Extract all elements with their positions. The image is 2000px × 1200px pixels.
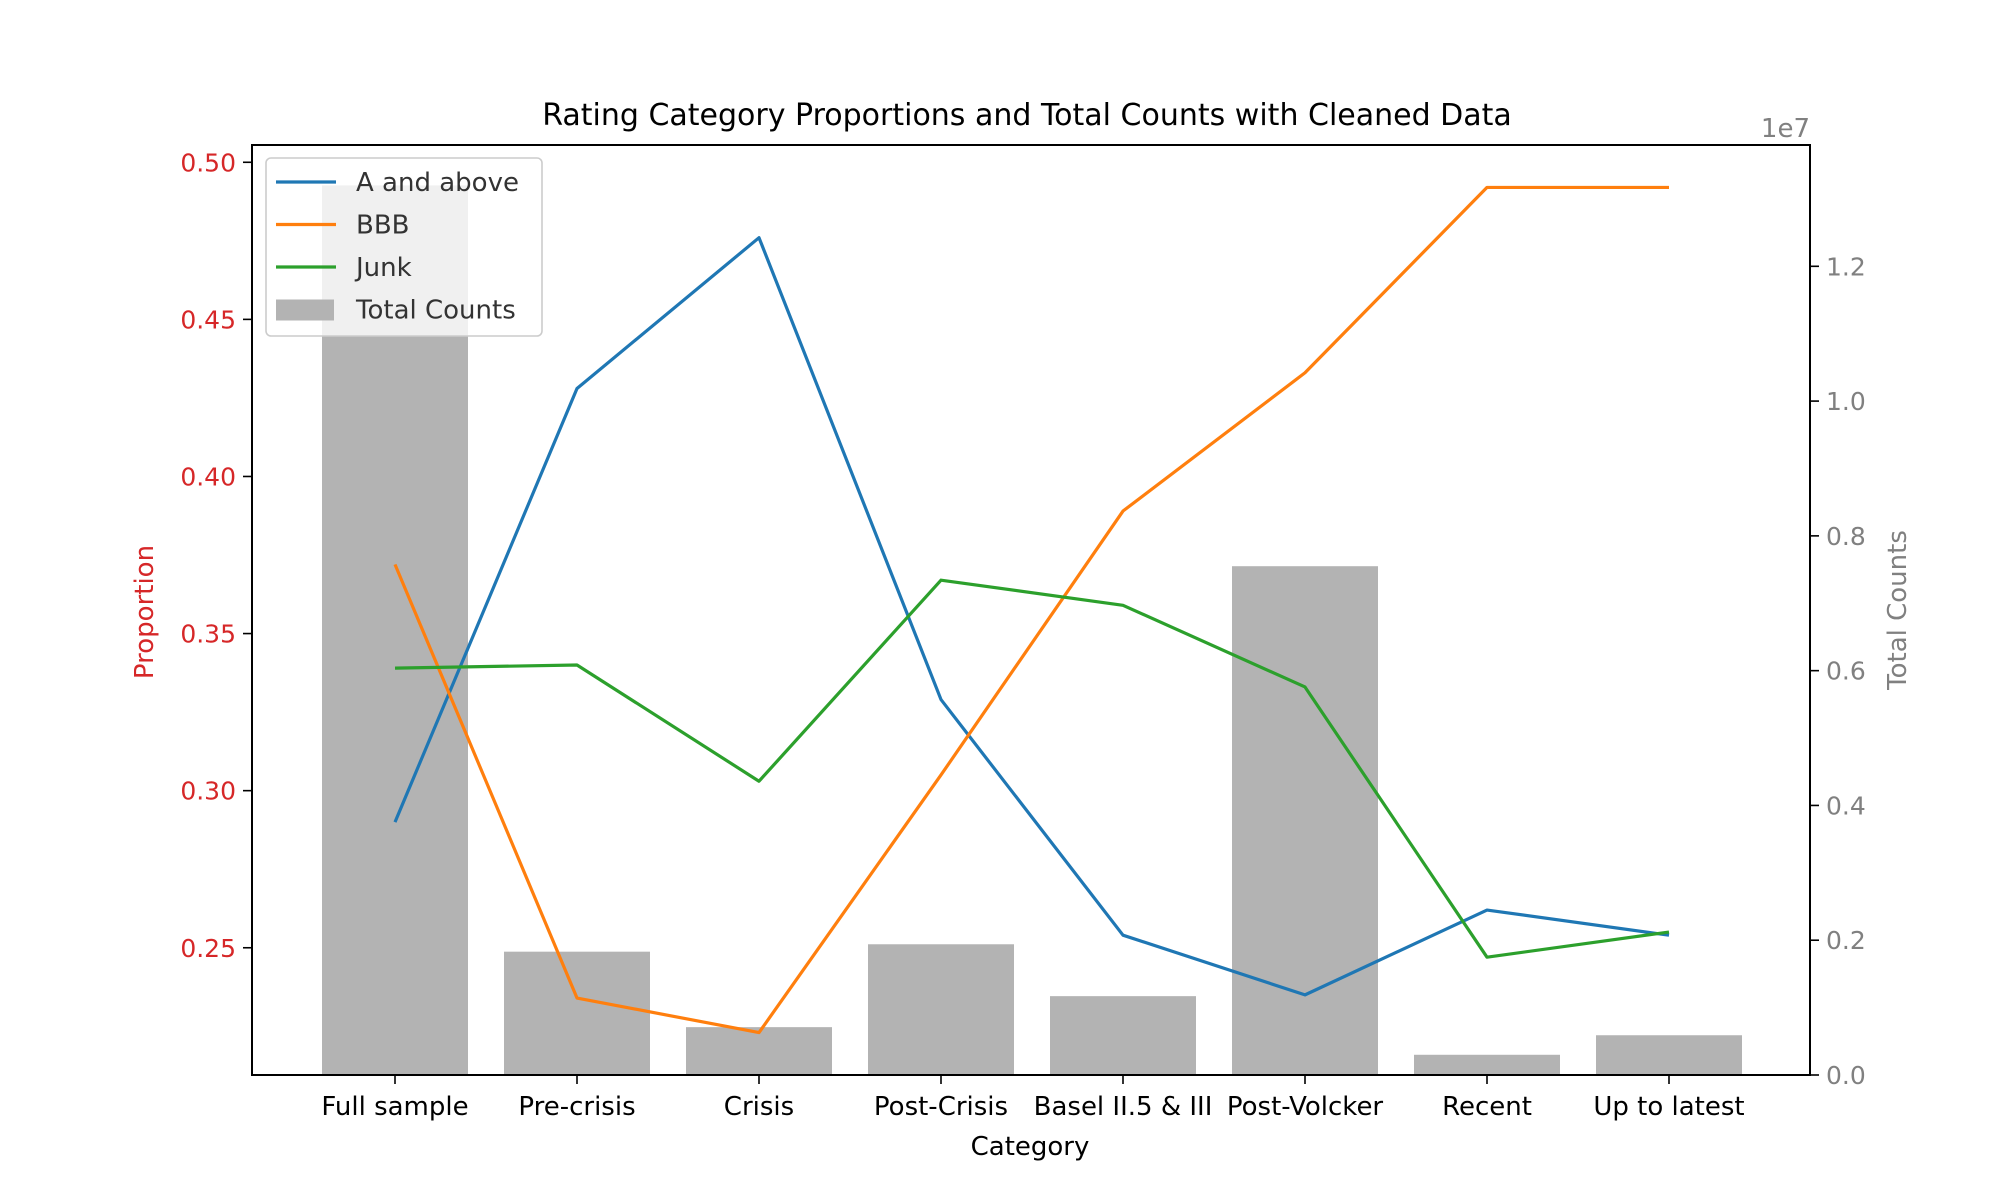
right-axis-multiplier: 1e7 — [1761, 114, 1810, 144]
bar-7 — [1596, 1035, 1742, 1075]
right-tick-label-1: 0.2 — [1826, 926, 1866, 955]
right-axis: 0.0 0.2 0.4 0.6 0.8 1.0 1.2 — [1810, 252, 1866, 1090]
bar-3 — [868, 944, 1014, 1075]
left-tick-label-5: 0.50 — [180, 148, 236, 177]
bar-6 — [1414, 1054, 1560, 1075]
left-tick-label-1: 0.30 — [180, 777, 236, 806]
right-axis-label: Total Counts — [1883, 530, 1913, 691]
x-tick-label-7: Up to latest — [1593, 1092, 1744, 1122]
bar-5 — [1232, 566, 1378, 1075]
legend-label-3: Total Counts — [355, 296, 516, 326]
bar-2 — [686, 1027, 832, 1075]
x-tick-label-0: Full sample — [321, 1092, 468, 1122]
series-line-1 — [393, 185, 1669, 1035]
left-axis-label: Proportion — [130, 545, 160, 679]
legend-box — [265, 157, 543, 337]
x-axis: Full sample Pre-crisis Crisis Post-Crisis Ba… — [321, 1075, 1745, 1122]
right-tick-label-5: 1.0 — [1826, 387, 1866, 416]
legend-label-2: Junk — [354, 253, 412, 283]
series-line-2 — [394, 578, 1670, 959]
bar-1 — [504, 951, 650, 1075]
left-tick-label-3: 0.40 — [180, 462, 236, 491]
x-tick-label-3: Post-Crisis — [874, 1092, 1008, 1122]
bar-4 — [1050, 996, 1196, 1075]
x-axis-label: Category — [971, 1132, 1090, 1162]
left-tick-label-0: 0.25 — [180, 934, 236, 963]
plot-frame — [251, 144, 1811, 1076]
legend-label-1: BBB — [356, 211, 410, 241]
right-tick-label-4: 0.8 — [1826, 522, 1866, 551]
right-tick-label-6: 1.2 — [1826, 252, 1866, 281]
legend-swatch-3 — [276, 299, 334, 321]
legend-label-0: A and above — [356, 168, 519, 198]
lines-layer — [393, 185, 1670, 1035]
x-tick-label-1: Pre-crisis — [518, 1092, 635, 1122]
x-tick-label-4: Basel II.5 & III — [1034, 1092, 1213, 1122]
legend: A and above BBB Junk Total Counts — [265, 157, 543, 337]
chart-title: Rating Category Proportions and Total Co… — [542, 98, 1512, 133]
right-tick-label-2: 0.4 — [1826, 791, 1866, 820]
left-axis: 0.25 0.30 0.35 0.40 0.45 0.50 — [180, 148, 252, 963]
right-tick-label-3: 0.6 — [1826, 657, 1866, 686]
x-tick-label-5: Post-Volcker — [1227, 1092, 1384, 1122]
right-tick-label-0: 0.0 — [1826, 1061, 1866, 1090]
left-tick-label-4: 0.45 — [180, 305, 236, 334]
x-tick-label-2: Crisis — [724, 1092, 794, 1122]
series-line-0 — [393, 236, 1670, 997]
left-tick-label-2: 0.35 — [180, 620, 236, 649]
x-tick-label-6: Recent — [1442, 1092, 1532, 1122]
